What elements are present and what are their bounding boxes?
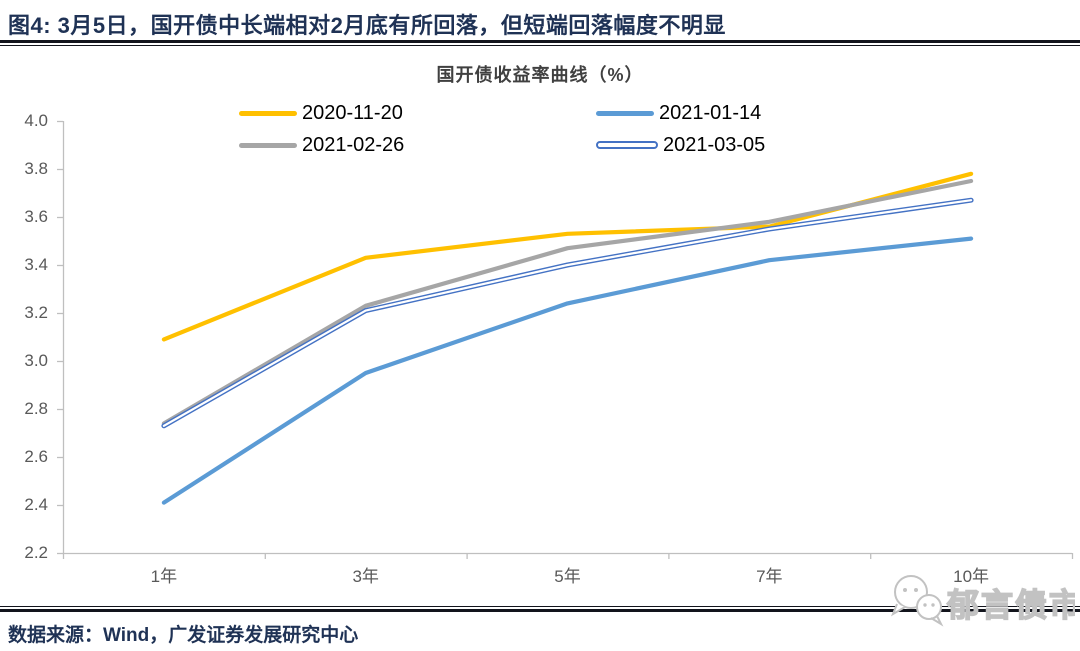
chart-title: 国开债收益率曲线（%）	[436, 65, 644, 85]
x-category-label: 1年	[150, 567, 178, 586]
watermark-text: 郁言债市	[946, 587, 1075, 623]
legend-marker	[239, 110, 297, 116]
footer-divider-thin	[0, 606, 1080, 607]
series-line-2021-02-26	[161, 178, 974, 426]
legend-item: 2020-11-20	[239, 102, 596, 125]
data-source-note: 数据来源：Wind，广发证券发展研究中心	[8, 625, 359, 646]
legend-label: 2021-03-05	[663, 133, 766, 156]
x-category-label: 3年	[352, 567, 379, 586]
x-category-label: 10年	[953, 567, 990, 586]
legend-label: 2021-01-14	[659, 101, 762, 124]
y-tick-label: 3.2	[24, 303, 48, 322]
y-tick-label: 3.0	[24, 351, 48, 370]
legend-item: 2021-03-05	[596, 134, 765, 157]
chart-legend: 2020-11-20 2021-01-14 2021-02-26 2021-03-05	[239, 97, 765, 161]
legend-label: 2020-11-20	[302, 101, 403, 124]
y-tick-label: 2.4	[24, 495, 48, 514]
series-line-core-2021-03-05	[162, 199, 973, 427]
y-tick-label: 2.2	[24, 543, 48, 562]
y-tick-label: 4.0	[24, 111, 48, 130]
y-tick-label: 2.6	[24, 447, 48, 466]
watermark: 郁言债市	[890, 575, 1075, 627]
figure-title: 图4: 3月5日，国开债中长端相对2月底有所回落，但短端回落幅度不明显	[8, 13, 726, 38]
title-divider-thick	[0, 40, 1080, 43]
x-category-label: 5年	[554, 567, 581, 586]
legend-item: 2021-01-14	[596, 102, 765, 125]
legend-marker	[596, 110, 654, 116]
wechat-icon	[890, 575, 944, 627]
legend-label: 2021-02-26	[302, 133, 405, 156]
title-divider-thin	[0, 45, 1080, 46]
legend-marker	[596, 141, 658, 149]
series-line-2020-11-20	[161, 171, 974, 342]
series-line-2021-01-14	[161, 236, 974, 505]
y-tick-label: 3.8	[24, 159, 48, 178]
y-tick-label: 3.4	[24, 255, 48, 274]
legend-marker	[239, 142, 297, 148]
y-tick-label: 3.6	[24, 207, 48, 226]
x-category-label: 7年	[756, 567, 783, 586]
footer-divider-thick	[0, 609, 1080, 612]
legend-item: 2021-02-26	[239, 134, 596, 157]
y-tick-label: 2.8	[24, 399, 48, 418]
